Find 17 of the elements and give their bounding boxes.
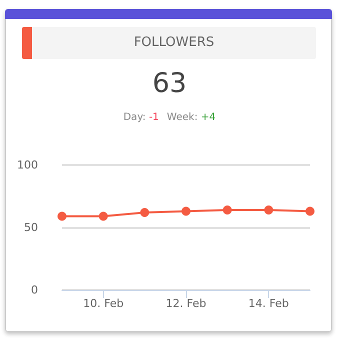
y-tick-label: 0 [31, 284, 38, 296]
point [306, 206, 314, 216]
point [222, 206, 232, 214]
x-tick-label: 10. Feb [83, 297, 124, 310]
y-tick-label: 100 [17, 158, 38, 172]
y-tick-label: 50 [24, 221, 38, 234]
text: Week: +4 [166, 112, 216, 123]
text: Day: -1 [123, 112, 159, 123]
x-tick-label: 14. Feb [248, 297, 289, 310]
point [58, 212, 66, 221]
x-tick-label: 12. Feb [166, 297, 206, 310]
chart-title: FOLLOWERS [132, 34, 216, 52]
point [264, 206, 274, 214]
point [140, 208, 150, 217]
point [182, 206, 190, 216]
chart-subtitle: 63 [151, 68, 188, 99]
point [98, 212, 108, 221]
